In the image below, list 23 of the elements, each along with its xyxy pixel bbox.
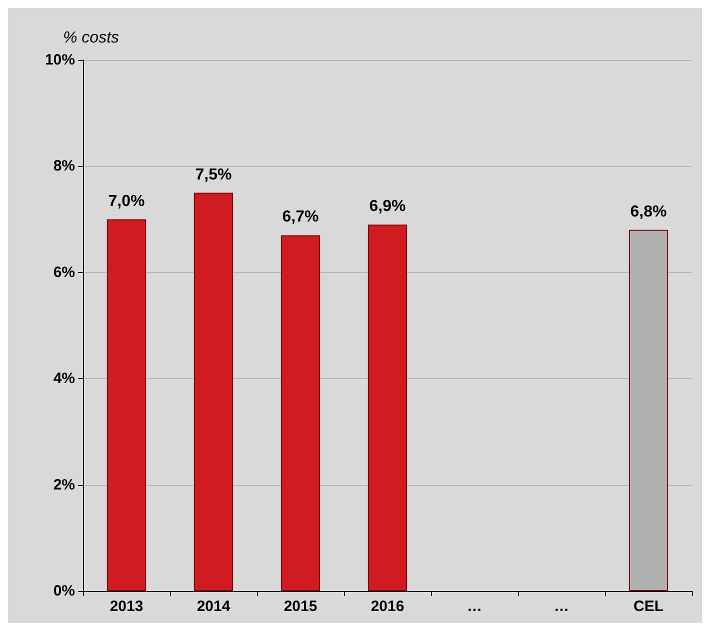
bar <box>194 192 234 591</box>
x-tick-label: 2014 <box>196 598 231 615</box>
bar <box>368 224 408 591</box>
y-tick-label: 10% <box>44 52 75 68</box>
data-label: 7,5% <box>195 166 232 184</box>
x-tick-label: … <box>554 598 569 615</box>
x-tick-label: 2013 <box>110 598 144 615</box>
bar <box>106 219 146 591</box>
x-tick-label: 2015 <box>284 598 318 615</box>
y-tick-label: 4% <box>53 370 75 388</box>
data-label: 6,7% <box>282 208 319 226</box>
bar <box>280 235 320 591</box>
y-tick-label: 2% <box>53 476 75 494</box>
data-label: 7,0% <box>108 192 145 210</box>
y-tick-label: 8% <box>53 158 75 175</box>
y-tick-label: 0% <box>53 582 75 600</box>
data-label: 6,9% <box>369 198 406 216</box>
y-axis-title: % costs <box>63 30 120 46</box>
x-tick-label: … <box>467 598 482 615</box>
x-tick-label: 2016 <box>370 598 404 615</box>
data-label: 6,8% <box>630 203 667 220</box>
x-tick-label: CEL <box>634 598 664 615</box>
y-tick-label: 6% <box>53 264 75 281</box>
